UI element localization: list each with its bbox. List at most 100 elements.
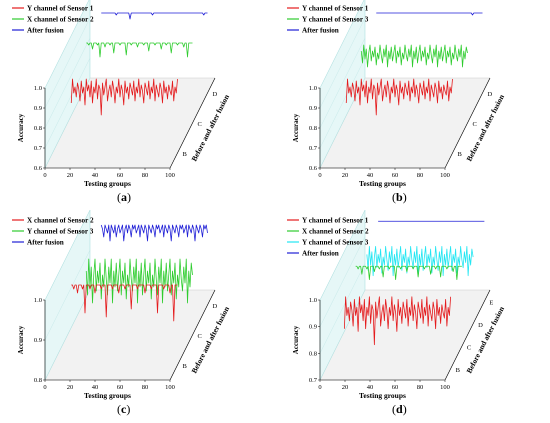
x-tick-label: 80 xyxy=(142,384,149,391)
legend-label: After fusion xyxy=(302,250,339,258)
y-tick-label: 0.6 xyxy=(34,165,43,172)
y-gridline xyxy=(319,0,365,89)
y-tick-label: 0.7 xyxy=(34,145,43,152)
chart-d-svg: 0.7 0.8 0.9 1.0 0 20 40 60 80 100 Testing groups Ac… xyxy=(287,209,506,400)
y-gridline xyxy=(44,249,91,341)
chart-a-svg: 0.6 0.7 0.8 0.9 1.0 0 20 40 60 80 100 Testing group… xyxy=(12,0,231,188)
y-axis-title: Accuracy xyxy=(292,325,300,354)
chart-panel-d: 0.7 0.8 0.9 1.0 0 20 40 60 80 100 Testing groups Ac… xyxy=(275,209,550,423)
y-tick-label: 0.8 xyxy=(309,350,317,357)
z-axis-line xyxy=(169,77,216,169)
y-gridline xyxy=(319,57,366,149)
y-gridline xyxy=(319,209,366,301)
y-tick-label: 0.8 xyxy=(309,125,317,132)
x-tick-label: 0 xyxy=(43,384,46,391)
legend-label: After fusion xyxy=(27,27,64,35)
x-tick-label: 100 xyxy=(440,384,450,391)
x-tick-label: 0 xyxy=(43,172,46,179)
y-axis-title: Accuracy xyxy=(292,113,300,142)
y-gridline xyxy=(44,57,91,149)
y-tick-label: 0.9 xyxy=(309,105,317,112)
series-line xyxy=(360,44,468,68)
y-tick-label: 0.6 xyxy=(309,165,318,172)
y-tick-label: 0.8 xyxy=(34,377,42,384)
panel-label-a: (a) xyxy=(117,190,131,204)
series-line xyxy=(86,42,193,58)
y-tick-label: 0.7 xyxy=(309,377,318,384)
x-tick-label: 60 xyxy=(117,384,124,391)
y-tick-label: 0.9 xyxy=(34,105,42,112)
chart-panel-b: 0.6 0.7 0.8 0.9 1.0 0 20 40 60 80 100 Testing group… xyxy=(275,0,550,212)
series-line xyxy=(343,296,452,346)
z-tick-label: B xyxy=(183,363,188,370)
legend-label: Y channel of Sensor 3 xyxy=(27,228,94,236)
x-tick-label: 40 xyxy=(367,384,374,391)
x-tick-label: 80 xyxy=(417,384,424,391)
chart-c-svg: 0.8 0.9 1.0 0 20 40 60 80 100 Testing groups Accur… xyxy=(12,209,231,400)
panel-label-d: (d) xyxy=(392,402,407,416)
series-line xyxy=(71,284,178,322)
x-tick-label: 100 xyxy=(165,172,175,179)
x-tick-label: 60 xyxy=(392,384,399,391)
legend-label: X channel of Sensor 2 xyxy=(27,16,94,24)
legend-label: Y channel of Sensor 1 xyxy=(302,5,369,13)
x-tick-label: 20 xyxy=(67,172,74,179)
series-line xyxy=(100,224,208,242)
x-axis-title: Testing groups xyxy=(84,391,131,400)
z-tick-label: E xyxy=(489,299,493,306)
z-tick-label: D xyxy=(213,303,218,310)
legend-label: X channel of Sensor 2 xyxy=(27,217,94,225)
legend-label: Y channel of Sensor 1 xyxy=(302,217,369,225)
series-line xyxy=(355,265,462,280)
legend-label: X channel of Sensor 2 xyxy=(302,228,369,236)
series-line xyxy=(345,78,453,116)
z-tick-label: C xyxy=(473,121,477,128)
chart-panel-c: 0.8 0.9 1.0 0 20 40 60 80 100 Testing groups Accur… xyxy=(0,209,275,423)
y-axis-title: Accuracy xyxy=(17,325,25,354)
legend-label: Y channel of Sensor 1 xyxy=(27,5,94,13)
legend-label: Y channel of Sensor 3 xyxy=(302,16,369,24)
series-line xyxy=(70,78,178,116)
y-gridline xyxy=(44,17,91,109)
y-axis-title: Accuracy xyxy=(17,113,25,142)
y-gridline xyxy=(319,289,366,381)
z-tick-label: D xyxy=(488,91,493,98)
x-axis-title: Testing groups xyxy=(359,391,406,400)
y-gridline xyxy=(319,236,366,327)
z-axis-line xyxy=(169,289,216,381)
panel-label-b: (b) xyxy=(392,190,407,204)
legend-label: After fusion xyxy=(27,239,64,247)
series-line xyxy=(101,12,208,20)
z-axis-line xyxy=(444,77,491,169)
z-tick-label: B xyxy=(456,367,461,374)
y-gridline xyxy=(44,289,91,381)
z-axis-line xyxy=(444,289,491,381)
z-tick-label: D xyxy=(213,91,218,98)
y-tick-label: 0.8 xyxy=(34,125,42,132)
x-tick-label: 80 xyxy=(417,172,424,179)
z-tick-label: C xyxy=(467,344,471,351)
z-tick-label: C xyxy=(198,121,202,128)
chart-panel-a: 0.6 0.7 0.8 0.9 1.0 0 20 40 60 80 100 Testing group… xyxy=(0,0,275,212)
series-line xyxy=(366,246,474,277)
x-tick-label: 60 xyxy=(117,172,124,179)
x-tick-label: 100 xyxy=(440,172,450,179)
x-tick-label: 0 xyxy=(318,384,321,391)
y-gridline xyxy=(319,17,366,109)
z-tick-label: B xyxy=(458,151,463,158)
z-tick-label: D xyxy=(478,322,483,329)
y-tick-label: 1.0 xyxy=(34,297,42,304)
chart-b-svg: 0.6 0.7 0.8 0.9 1.0 0 20 40 60 80 100 Testing group… xyxy=(287,0,506,188)
x-tick-label: 40 xyxy=(92,384,99,391)
series-line xyxy=(85,258,193,304)
x-axis-title: Testing groups xyxy=(84,179,131,188)
x-tick-label: 20 xyxy=(342,172,349,179)
panel-label-c: (c) xyxy=(117,402,131,416)
x-tick-label: 60 xyxy=(392,172,399,179)
y-tick-label: 1.0 xyxy=(309,297,317,304)
y-gridline xyxy=(44,209,91,301)
y-tick-label: 0.9 xyxy=(309,324,317,331)
y-gridline xyxy=(44,0,90,89)
x-tick-label: 20 xyxy=(342,384,349,391)
y-gridline xyxy=(319,263,366,354)
